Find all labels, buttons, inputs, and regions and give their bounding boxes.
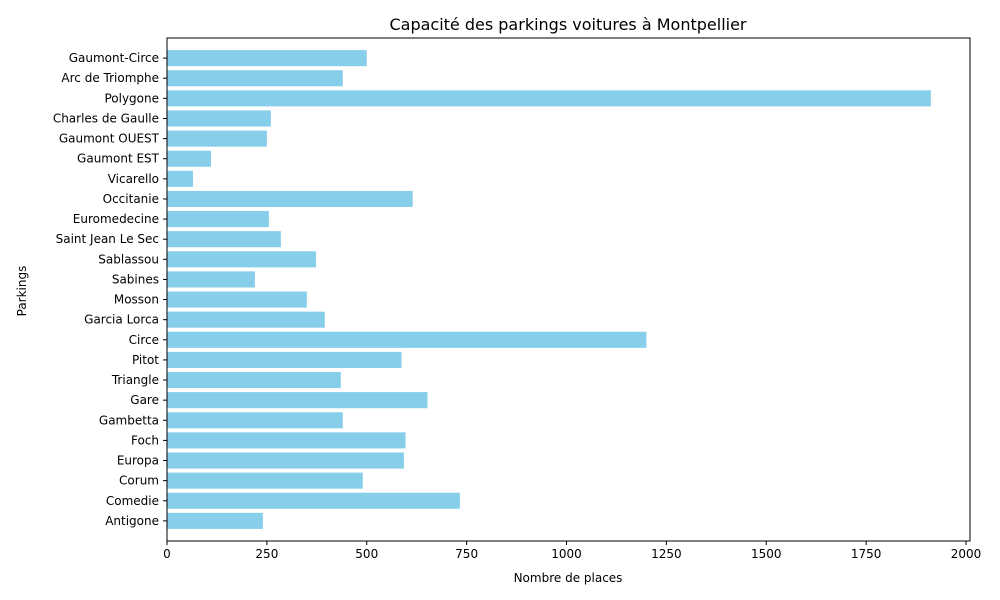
bar-foch <box>167 432 406 449</box>
bar-corum <box>167 472 363 489</box>
y-tick-label: Triangle <box>111 373 159 387</box>
y-tick-label: Gare <box>130 393 159 407</box>
y-tick-label: Gaumont OUEST <box>59 132 160 146</box>
y-axis-ticks: Antigone Comedie Corum Europa Foch Gambetta Ga… <box>53 51 167 528</box>
y-tick-label: Circe <box>129 333 159 347</box>
bar-sablassou <box>167 251 317 268</box>
x-tick-label: 500 <box>355 547 378 561</box>
x-tick-label: 0 <box>163 547 171 561</box>
x-tick-label: 1250 <box>651 547 682 561</box>
y-tick-label: Pitot <box>132 353 159 367</box>
y-tick-label: Gaumont EST <box>77 152 160 166</box>
bar-gare <box>167 392 428 409</box>
x-tick-label: 1000 <box>551 547 582 561</box>
y-tick-label: Gaumont-Circe <box>69 51 159 65</box>
x-axis-title: Nombre de places <box>514 571 623 585</box>
y-tick-label: Garcia Lorca <box>84 313 159 327</box>
bar-gaumont-circe <box>167 50 367 67</box>
y-tick-label: Mosson <box>114 293 159 307</box>
y-tick-label: Charles de Gaulle <box>53 111 159 125</box>
bar-triangle <box>167 371 341 389</box>
y-tick-label: Sabines <box>112 272 159 286</box>
bar-euromedecine <box>167 211 269 228</box>
bar-saint-jean-le-sec <box>167 231 281 248</box>
bar-circe <box>167 331 647 348</box>
bar-vicarello <box>167 170 193 187</box>
y-tick-label: Antigone <box>105 514 159 528</box>
bar-sabines <box>167 271 255 288</box>
bar-pitot <box>167 351 402 368</box>
y-tick-label: Corum <box>119 474 159 488</box>
bar-charles-de-gaulle <box>167 110 271 127</box>
y-tick-label: Europa <box>117 454 159 468</box>
y-axis-title: Parkings <box>15 266 29 317</box>
y-tick-label: Arc de Triomphe <box>61 71 159 85</box>
y-tick-label: Polygone <box>104 91 159 105</box>
y-tick-label: Foch <box>131 433 159 447</box>
x-tick-label: 1500 <box>751 547 782 561</box>
bar-garcia-lorca <box>167 311 325 328</box>
bar-occitanie <box>167 190 413 208</box>
bar-gaumont-est <box>167 150 211 167</box>
plot-area-frame <box>166 37 971 542</box>
y-tick-label: Comedie <box>106 494 159 508</box>
x-tick-label: 250 <box>255 547 278 561</box>
x-tick-label: 2000 <box>951 547 982 561</box>
x-tick-label: 1750 <box>851 547 882 561</box>
x-tick-label: 750 <box>455 547 478 561</box>
bars-layer <box>167 50 931 529</box>
bar-europa <box>167 452 404 469</box>
y-tick-label: Occitanie <box>103 192 159 206</box>
y-tick-label: Saint Jean Le Sec <box>56 232 159 246</box>
x-axis-ticks: 0 250 500 750 1000 1250 1500 1750 2000 <box>163 541 981 561</box>
bar-antigone <box>167 512 263 529</box>
chart-title: Capacité des parkings voitures à Montpel… <box>389 15 746 34</box>
bar-comedie <box>167 492 460 509</box>
bar-gambetta <box>167 412 343 429</box>
bar-gaumont-ouest <box>167 130 267 147</box>
y-tick-label: Euromedecine <box>73 212 159 226</box>
bar-arc-de-triomphe <box>167 70 343 87</box>
y-tick-label: Gambetta <box>99 413 159 427</box>
y-tick-label: Sablassou <box>98 252 159 266</box>
y-tick-label: Vicarello <box>108 172 159 186</box>
bar-polygone <box>167 90 931 107</box>
bar-mosson <box>167 291 307 308</box>
